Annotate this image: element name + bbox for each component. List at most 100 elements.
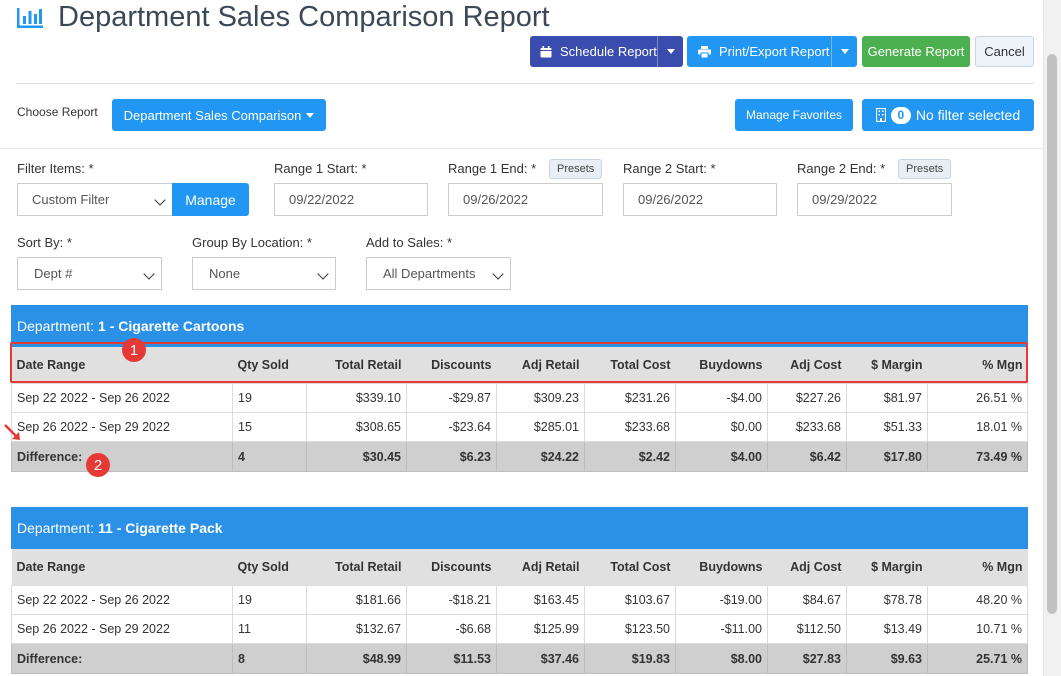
range1-start-input[interactable]: 09/22/2022 [274, 183, 428, 216]
cell-buydowns: -$11.00 [675, 614, 768, 644]
choose-report-label: Choose Report [17, 105, 98, 119]
sort-by-value: Dept # [34, 266, 73, 281]
title-row: Department Sales Comparison Report [16, 0, 550, 34]
range2-end-label: Range 2 End: * [797, 161, 886, 176]
cell-date-range: Sep 22 2022 - Sep 26 2022 [11, 383, 233, 413]
cell-date-range: Sep 26 2022 - Sep 29 2022 [11, 412, 233, 442]
cell-adj-cost: $112.50 [767, 614, 847, 644]
sort-by-label: Sort By: * [17, 235, 72, 250]
cell-date-range: Sep 22 2022 - Sep 26 2022 [11, 585, 233, 615]
department-table: Date Range Qty Sold Total Retail Discoun… [11, 347, 1028, 472]
col-margin: $ Margin [846, 549, 928, 586]
cell-difference-label: Difference: [11, 643, 233, 674]
table-row: Sep 26 2022 - Sep 29 2022 15 $308.65 -$2… [11, 412, 1028, 442]
department-name: 1 - Cigarette Cartoons [98, 318, 245, 334]
print-dropdown-toggle[interactable] [831, 36, 858, 67]
department-table: Date Range Qty Sold Total Retail Discoun… [11, 549, 1028, 674]
group-by-select[interactable]: None [192, 257, 336, 290]
col-margin: $ Margin [846, 347, 928, 384]
col-pct-margin: % Mgn [927, 549, 1028, 586]
difference-row: Difference: 8 $48.99 $11.53 $37.46 $19.8… [11, 643, 1028, 674]
range1-end-input[interactable]: 09/26/2022 [448, 183, 603, 216]
cell-qty-sold: 4 [232, 441, 307, 472]
cell-total-cost: $19.83 [584, 643, 676, 674]
cell-adj-cost: $6.42 [767, 441, 847, 472]
cell-discounts: -$6.68 [406, 614, 497, 644]
add-to-sales-value: All Departments [383, 266, 476, 281]
department-prefix: Department: [17, 318, 95, 334]
print-export-label: Print/Export Report [719, 44, 830, 59]
range2-presets-button[interactable]: Presets [898, 159, 952, 179]
table-row: Sep 22 2022 - Sep 26 2022 19 $181.66 -$1… [11, 585, 1028, 615]
add-to-sales-select[interactable]: All Departments [366, 257, 511, 290]
schedule-dropdown-toggle[interactable] [657, 36, 684, 67]
sort-by-select[interactable]: Dept # [17, 257, 162, 290]
cell-adj-cost: $27.83 [767, 643, 847, 674]
department-name: 11 - Cigarette Pack [98, 520, 223, 536]
col-adj-retail: Adj Retail [496, 347, 585, 384]
cell-buydowns: -$4.00 [675, 383, 768, 413]
divider [16, 83, 1034, 84]
col-total-retail: Total Retail [306, 347, 407, 384]
cell-total-cost: $123.50 [584, 614, 676, 644]
cell-adj-retail: $285.01 [496, 412, 585, 442]
cell-margin: $51.33 [846, 412, 928, 442]
schedule-report-button[interactable]: Schedule Report [530, 36, 683, 67]
manage-filter-button[interactable]: Manage [172, 183, 249, 216]
print-export-button[interactable]: Print/Export Report [687, 36, 857, 67]
generate-report-button[interactable]: Generate Report [862, 36, 970, 67]
range1-presets-button[interactable]: Presets [549, 159, 603, 179]
cell-margin: $81.97 [846, 383, 928, 413]
chevron-down-icon [317, 268, 329, 280]
cell-total-cost: $2.42 [584, 441, 676, 472]
filter-status-button[interactable]: 0 No filter selected [862, 99, 1034, 131]
chevron-down-icon [154, 194, 166, 206]
cell-total-retail: $132.67 [306, 614, 407, 644]
cell-qty-sold: 11 [232, 614, 307, 644]
cell-adj-retail: $37.46 [496, 643, 585, 674]
cell-total-retail: $308.65 [306, 412, 407, 442]
cell-pct-margin: 18.01 % [927, 412, 1028, 442]
filter-items-label: Filter Items: * [17, 161, 94, 176]
table-row: Sep 22 2022 - Sep 26 2022 19 $339.10 -$2… [11, 383, 1028, 413]
filter-items-select[interactable]: Custom Filter [17, 183, 173, 216]
scrollbar-thumb[interactable] [1047, 54, 1057, 614]
department-prefix: Department: [17, 520, 95, 536]
annotation-marker-2: 2 [86, 453, 110, 477]
filter-items-value: Custom Filter [32, 192, 110, 207]
schedule-report-label: Schedule Report [560, 44, 657, 59]
cell-pct-margin: 10.71 % [927, 614, 1028, 644]
cell-discounts: $6.23 [406, 441, 497, 472]
cell-pct-margin: 26.51 % [927, 383, 1028, 413]
divider [0, 148, 1044, 149]
cell-buydowns: $0.00 [675, 412, 768, 442]
cell-margin: $78.78 [846, 585, 928, 615]
cell-total-retail: $181.66 [306, 585, 407, 615]
caret-down-icon [667, 49, 675, 54]
cell-buydowns: $8.00 [675, 643, 768, 674]
report-select-label: Department Sales Comparison [123, 107, 302, 123]
cell-discounts: -$18.21 [406, 585, 497, 615]
col-date-range: Date Range [11, 549, 233, 586]
cell-total-retail: $48.99 [306, 643, 407, 674]
manage-favorites-button[interactable]: Manage Favorites [735, 99, 853, 131]
department-section: Department: 1 - Cigarette Cartoons Date … [11, 305, 1028, 472]
range2-start-input[interactable]: 09/26/2022 [623, 183, 777, 216]
cell-qty-sold: 19 [232, 585, 307, 615]
col-buydowns: Buydowns [675, 347, 768, 384]
cancel-button[interactable]: Cancel [975, 36, 1034, 67]
range2-end-input[interactable]: 09/29/2022 [797, 183, 952, 216]
report-select-button[interactable]: Department Sales Comparison [112, 99, 326, 131]
cell-discounts: $11.53 [406, 643, 497, 674]
chevron-down-icon [492, 268, 504, 280]
table-header-row: Date Range Qty Sold Total Retail Discoun… [11, 347, 1028, 384]
col-buydowns: Buydowns [675, 549, 768, 586]
vertical-scrollbar[interactable] [1043, 0, 1061, 676]
group-by-value: None [209, 266, 241, 281]
cell-buydowns: -$19.00 [675, 585, 768, 615]
range2-start-label: Range 2 Start: * [623, 161, 716, 176]
col-qty-sold: Qty Sold [232, 549, 307, 586]
range1-start-label: Range 1 Start: * [274, 161, 367, 176]
page-title: Department Sales Comparison Report [58, 1, 550, 33]
